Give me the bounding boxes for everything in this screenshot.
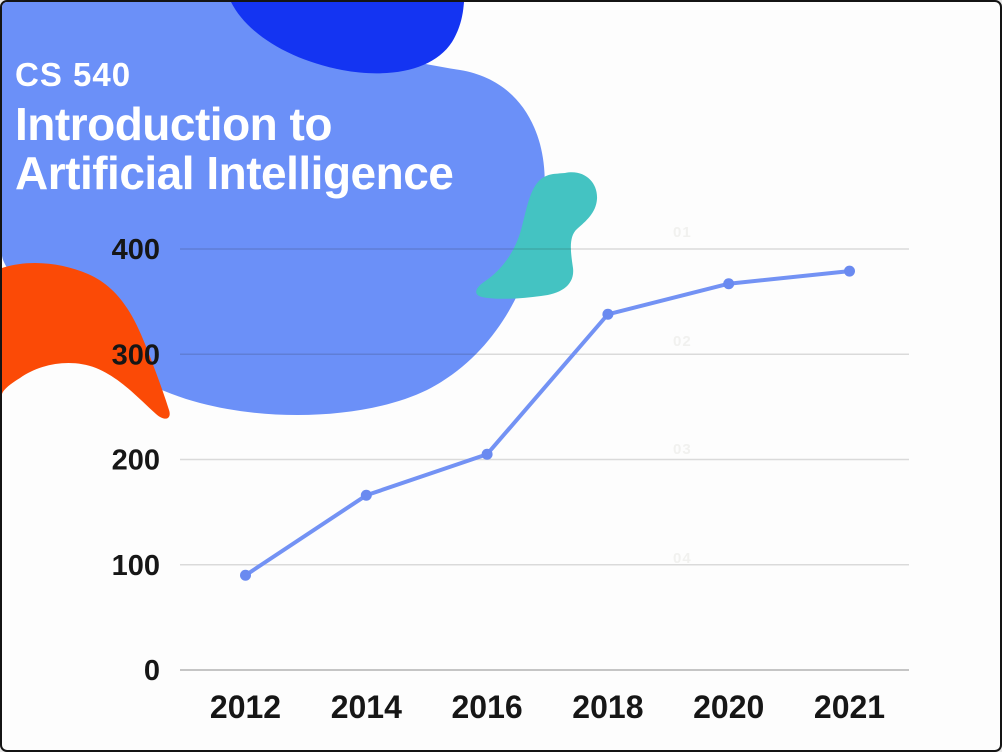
watermark-step: 03 [673, 441, 692, 459]
dark-blue-blob [231, 2, 464, 74]
orange-blob [2, 263, 170, 419]
slide-title: Introduction to Artificial Intelligence [15, 98, 454, 199]
watermark-step: 01 [673, 224, 692, 241]
slide-title-line1: Introduction to [15, 98, 332, 150]
watermark-step: 04 [673, 550, 692, 568]
teal-blob [476, 172, 598, 299]
watermark-step: 02 [673, 332, 692, 350]
slide-title-line2: Artificial Intelligence [15, 147, 454, 199]
title-block: CS 540 Introduction to Artificial Intelli… [15, 56, 454, 199]
course-code: CS 540 [15, 56, 132, 93]
